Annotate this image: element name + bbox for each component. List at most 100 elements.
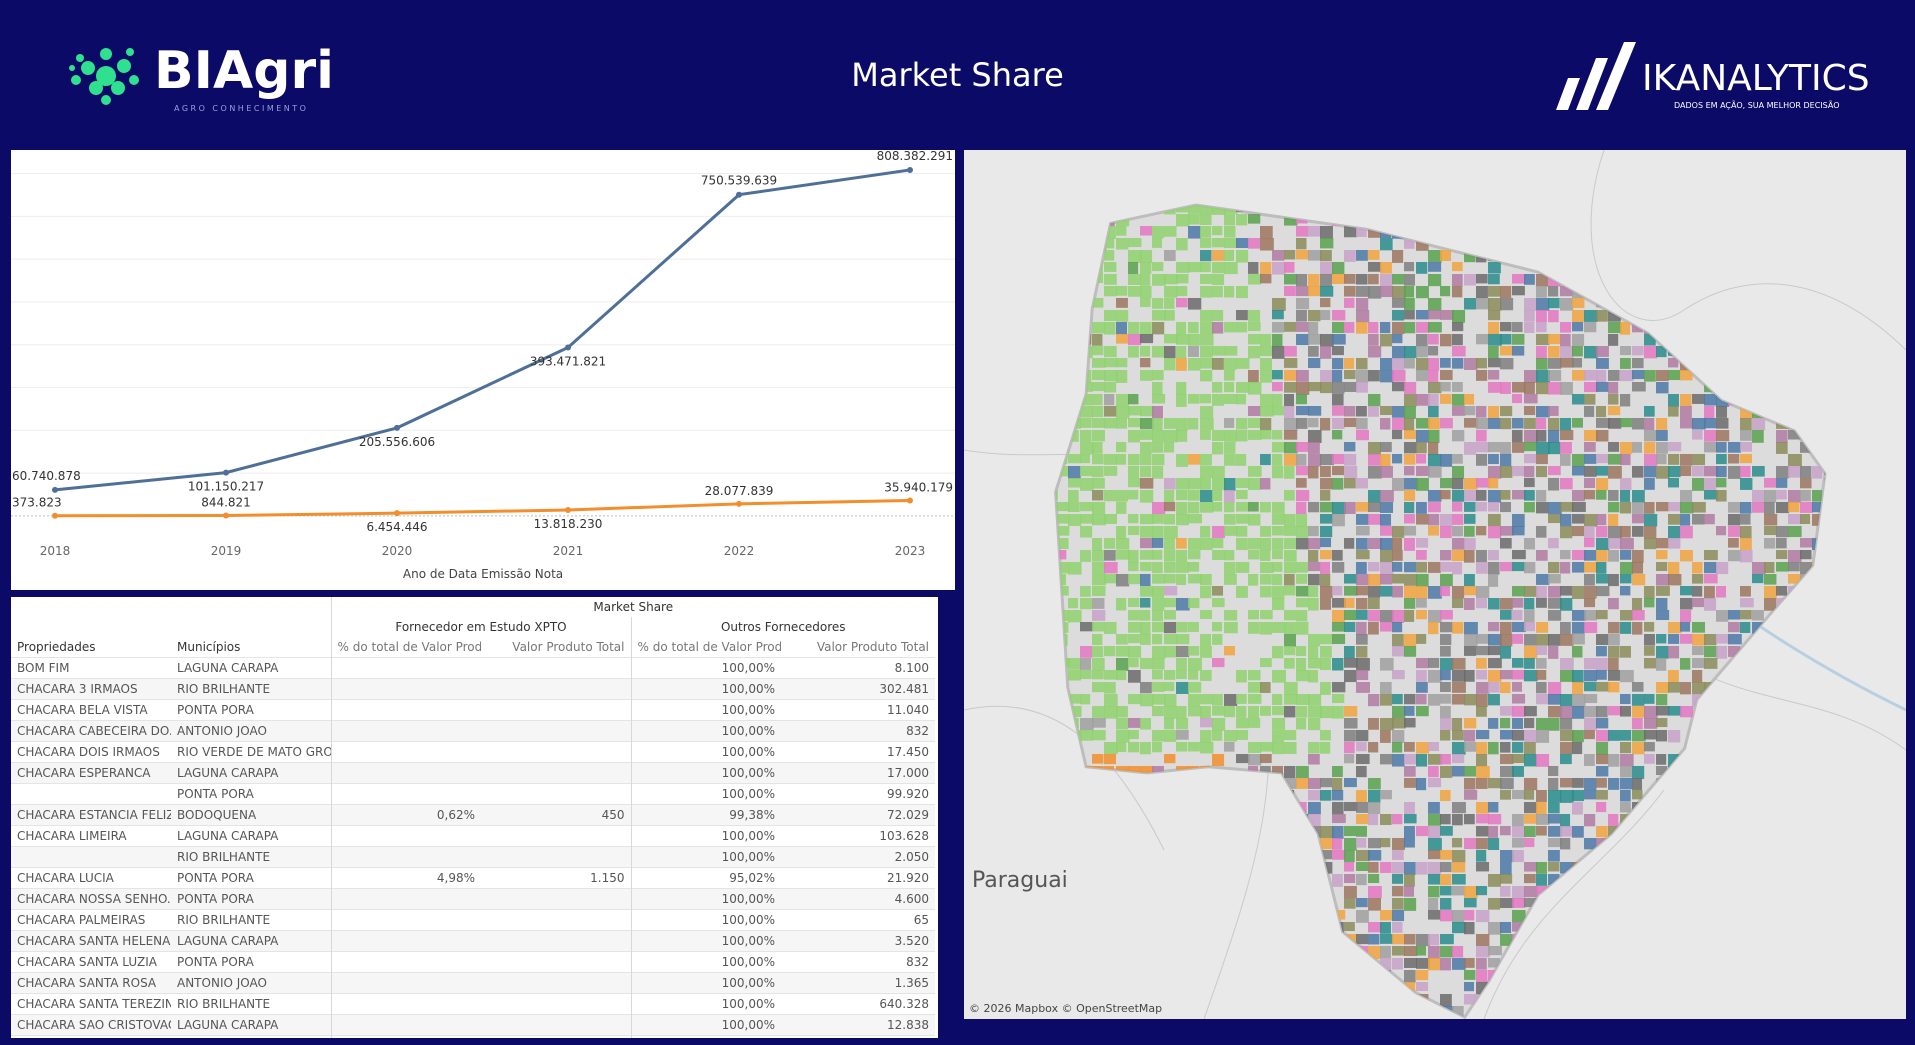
map-parcel (1788, 262, 1800, 275)
map-parcel (1152, 598, 1165, 611)
map-parcel (1740, 1006, 1753, 1018)
map-parcel (1380, 466, 1393, 478)
map-parcel (1632, 526, 1644, 537)
map-parcel (1140, 634, 1151, 645)
map-parcel (1824, 514, 1826, 525)
map-parcel (1548, 418, 1560, 431)
map-parcel (1320, 526, 1333, 538)
map-parcel (1428, 370, 1439, 383)
map-parcel (1512, 1018, 1526, 1019)
map-parcel (1620, 526, 1631, 538)
map-parcel (1512, 205, 1526, 213)
map-parcel (1740, 190, 1750, 200)
map-parcel (1344, 646, 1355, 659)
map-parcel (1560, 190, 1573, 201)
map-parcel (1740, 598, 1754, 608)
map-parcel (1656, 730, 1668, 742)
map-parcel (1212, 310, 1224, 322)
map-parcel (1272, 205, 1285, 213)
map-parcel (1536, 814, 1550, 825)
map-parcel (1416, 1006, 1430, 1016)
map-parcel (1668, 346, 1681, 356)
map-parcel (1560, 502, 1574, 512)
map-parcel (1836, 286, 1847, 296)
map-parcel (1488, 982, 1500, 995)
map-parcel (1380, 406, 1393, 416)
map-parcel (1200, 574, 1212, 586)
map-parcel (1176, 538, 1187, 549)
map-parcel (1752, 994, 1765, 1005)
map-parcel (1440, 946, 1454, 958)
map-parcel (1536, 646, 1548, 656)
map-parcel (1092, 730, 1106, 741)
map-parcel (1572, 682, 1584, 695)
map-parcel (1764, 682, 1776, 692)
map-parcel (1188, 358, 1201, 371)
map-parcel (1764, 490, 1777, 503)
map-parcel (1452, 598, 1464, 609)
map-parcel (1644, 430, 1657, 442)
map-parcel (1572, 526, 1585, 537)
map-parcel (1272, 526, 1284, 536)
map-parcel (1692, 826, 1706, 836)
map-parcel (1812, 1018, 1826, 1019)
map-parcel (1380, 730, 1391, 743)
table-cell: 99.920 (781, 783, 936, 805)
map-parcel (1308, 874, 1321, 887)
map-parcel (1560, 226, 1573, 236)
map-parcel (1272, 706, 1284, 716)
map-parcel (1788, 430, 1801, 440)
map-parcel (1092, 550, 1104, 562)
map-parcel (1116, 826, 1130, 836)
map-parcel (1116, 958, 1128, 970)
map-parcel (1836, 946, 1847, 958)
map-parcel (1608, 226, 1619, 239)
map-parcel (1356, 1018, 1369, 1019)
map-parcel (1392, 670, 1405, 680)
map-parcel (1392, 205, 1406, 214)
map-parcel (1392, 562, 1403, 572)
map-parcel (1608, 310, 1621, 322)
map-parcel (1548, 214, 1562, 226)
map-parcel (1296, 622, 1309, 635)
map-parcel (1800, 310, 1812, 322)
map-parcel (1548, 598, 1562, 609)
map-parcel (1488, 694, 1500, 706)
map-parcel (1248, 310, 1261, 322)
map-parcel (1716, 490, 1727, 502)
map-parcel (1824, 790, 1826, 802)
map-parcel (1572, 298, 1585, 309)
map-parcel (1140, 586, 1154, 597)
map-parcel (1776, 526, 1789, 538)
map-parcel (1236, 394, 1247, 405)
map-parcel (1596, 478, 1609, 491)
map-parcel (1452, 274, 1463, 287)
map-parcel (1548, 286, 1559, 297)
map-parcel (1716, 1018, 1730, 1019)
map-parcel (1800, 358, 1814, 371)
map-parcel (1500, 670, 1514, 680)
map-parcel (1428, 850, 1441, 860)
map-parcel (1572, 322, 1584, 332)
map-parcel (1308, 274, 1320, 287)
map-parcel (1812, 250, 1824, 262)
map-parcel (1296, 250, 1310, 260)
map-parcel (1584, 430, 1598, 442)
map-parcel (1452, 814, 1463, 826)
table-cell (481, 972, 631, 994)
map-parcel (1668, 502, 1682, 512)
map-parcel (1752, 910, 1766, 921)
map-parcel (1620, 250, 1633, 263)
map-attribution: © 2026 Mapbox © OpenStreetMap (969, 1002, 1162, 1015)
map-parcel (1236, 286, 1248, 299)
map-parcel (1176, 778, 1190, 790)
map-parcel (1068, 862, 1079, 874)
map-parcel (1572, 742, 1583, 755)
map-parcel (1728, 370, 1742, 381)
map-parcel (1824, 814, 1826, 827)
map-parcel (1296, 706, 1308, 718)
map-parcel (1080, 622, 1094, 632)
map-parcel (1296, 502, 1307, 515)
map-parcel (1536, 310, 1547, 323)
table-row: CHACARA 3 IRMAOS RIO BRILHANTE 100,00% 302.… (11, 678, 936, 700)
